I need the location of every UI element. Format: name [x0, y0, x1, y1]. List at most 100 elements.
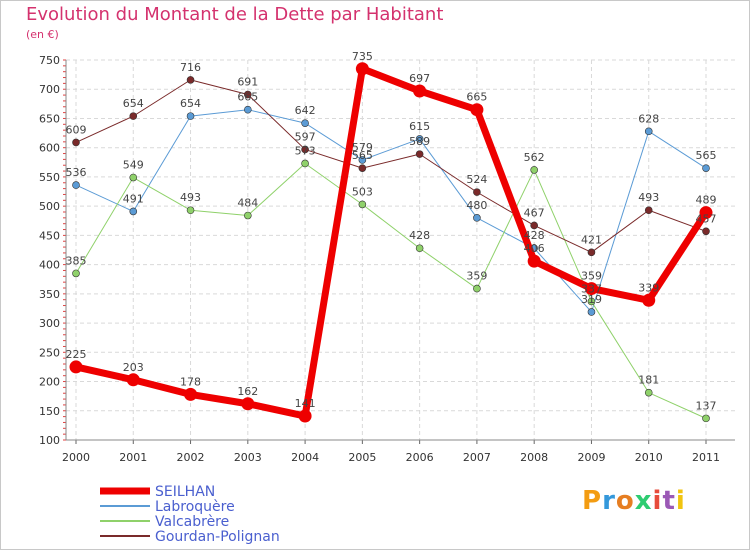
data-label-gourdan-polignan: 589 — [409, 135, 430, 148]
y-tick-label: 700 — [39, 83, 60, 96]
data-point-seilhan — [470, 103, 484, 117]
chart-title: Evolution du Montant de la Dette par Hab… — [26, 4, 444, 25]
data-point-valcabrere — [587, 297, 596, 306]
data-point-seilhan — [298, 409, 312, 423]
data-point-gourdan-polignan — [358, 164, 367, 172]
legend: SEILHANLabroquèreValcabrèreGourdan-Polig… — [100, 484, 280, 545]
data-labels: 536 491 654 665 642 579 615 480 428 319 628 565 385 5… — [66, 50, 717, 413]
data-label-labroquere: 615 — [409, 120, 430, 133]
y-tick-label: 350 — [39, 288, 60, 301]
legend-label: Gourdan-Polignan — [155, 529, 280, 545]
series-line-valcabrere — [75, 162, 707, 419]
logo-letter: i — [652, 486, 663, 516]
data-label-valcabrere: 573 — [295, 144, 316, 157]
data-point-valcabrere — [473, 284, 481, 293]
data-point-labroquere — [301, 119, 309, 127]
data-point-seilhan — [241, 397, 255, 411]
y-tick-label: 400 — [39, 259, 60, 272]
data-point-gourdan-polignan — [129, 112, 138, 120]
data-label-labroquere: 428 — [524, 229, 545, 242]
data-point-seilhan — [699, 206, 713, 220]
data-label-gourdan-polignan: 654 — [123, 97, 144, 110]
data-point-labroquere — [72, 181, 80, 189]
data-label-seilhan: 203 — [123, 361, 144, 374]
data-point-seilhan — [355, 62, 369, 76]
y-tick-label: 650 — [39, 112, 60, 125]
x-tick-label: 2001 — [119, 451, 147, 464]
data-label-seilhan: 339 — [638, 281, 659, 294]
data-point-valcabrere — [358, 200, 367, 209]
data-label-gourdan-polignan: 493 — [638, 191, 659, 204]
data-label-gourdan-polignan: 467 — [524, 206, 545, 219]
logo-letter: r — [602, 486, 616, 516]
proxiti-logo: Proxiti — [582, 486, 686, 516]
data-label-valcabrere: 137 — [696, 399, 717, 412]
data-point-gourdan-polignan — [301, 145, 309, 154]
data-point-seilhan — [69, 360, 83, 374]
legend-label: Valcabrère — [155, 514, 229, 530]
data-point-labroquere — [415, 135, 424, 143]
data-label-valcabrere: 359 — [466, 270, 487, 283]
data-point-labroquere — [587, 308, 596, 316]
data-point-gourdan-polignan — [702, 227, 710, 236]
data-label-labroquere: 628 — [638, 112, 659, 125]
data-point-valcabrere — [415, 244, 424, 253]
data-label-seilhan: 359 — [581, 270, 602, 283]
data-label-labroquere: 665 — [237, 91, 258, 104]
data-point-valcabrere — [644, 388, 653, 397]
x-tick-label: 2007 — [463, 451, 491, 464]
data-point-valcabrere — [301, 159, 309, 168]
x-tick-label: 2011 — [692, 451, 720, 464]
y-tick-label: 550 — [39, 171, 60, 184]
data-point-seilhan — [527, 254, 541, 268]
data-label-labroquere: 491 — [123, 192, 144, 205]
data-point-valcabrere — [530, 166, 538, 174]
data-label-seilhan: 178 — [180, 375, 201, 388]
data-point-gourdan-polignan — [587, 248, 596, 257]
data-label-valcabrere: 428 — [409, 229, 430, 242]
data-label-gourdan-polignan: 457 — [696, 212, 717, 225]
data-point-gourdan-polignan — [473, 188, 481, 196]
data-point-labroquere — [129, 207, 138, 216]
data-label-gourdan-polignan: 524 — [466, 173, 487, 186]
data-point-seilhan — [584, 282, 598, 296]
data-label-seilhan: 735 — [352, 50, 373, 63]
data-label-valcabrere: 385 — [66, 254, 87, 267]
data-label-gourdan-polignan: 691 — [237, 75, 258, 88]
data-label-valcabrere: 337 — [581, 282, 602, 295]
x-tick-label: 2000 — [62, 451, 90, 464]
y-tick-label: 500 — [39, 200, 60, 213]
grid — [66, 59, 735, 441]
data-point-labroquere — [702, 164, 710, 172]
data-point-seilhan — [184, 387, 198, 401]
y-tick-label: 150 — [39, 405, 60, 418]
legend-label: Labroquère — [155, 499, 235, 515]
y-tick-label: 100 — [39, 434, 60, 447]
data-label-seilhan: 489 — [696, 194, 717, 207]
y-tick-label: 200 — [39, 376, 60, 389]
data-label-seilhan: 225 — [66, 348, 87, 361]
series-lines — [69, 62, 713, 423]
data-point-gourdan-polignan — [244, 90, 252, 99]
logo-letter: t — [662, 486, 676, 516]
data-label-valcabrere: 493 — [180, 191, 201, 204]
data-point-valcabrere — [702, 414, 710, 423]
data-label-valcabrere: 503 — [352, 185, 373, 198]
x-tick-label: 2009 — [577, 451, 605, 464]
data-label-gourdan-polignan: 609 — [66, 123, 87, 136]
data-label-seilhan: 141 — [295, 397, 316, 410]
data-point-valcabrere — [72, 269, 80, 278]
data-label-labroquere: 579 — [352, 141, 373, 154]
data-label-seilhan: 697 — [409, 72, 430, 85]
data-point-labroquere — [644, 127, 653, 136]
data-point-labroquere — [473, 214, 481, 222]
data-point-valcabrere — [186, 206, 195, 215]
series-line-gourdan-polignan — [75, 79, 707, 253]
data-point-gourdan-polignan — [186, 76, 195, 84]
data-point-seilhan — [413, 84, 427, 98]
x-tick-label: 2002 — [177, 451, 205, 464]
data-point-seilhan — [126, 373, 140, 387]
data-point-gourdan-polignan — [530, 221, 538, 230]
y-tick-label: 600 — [39, 142, 60, 155]
x-tick-label: 2005 — [348, 451, 376, 464]
